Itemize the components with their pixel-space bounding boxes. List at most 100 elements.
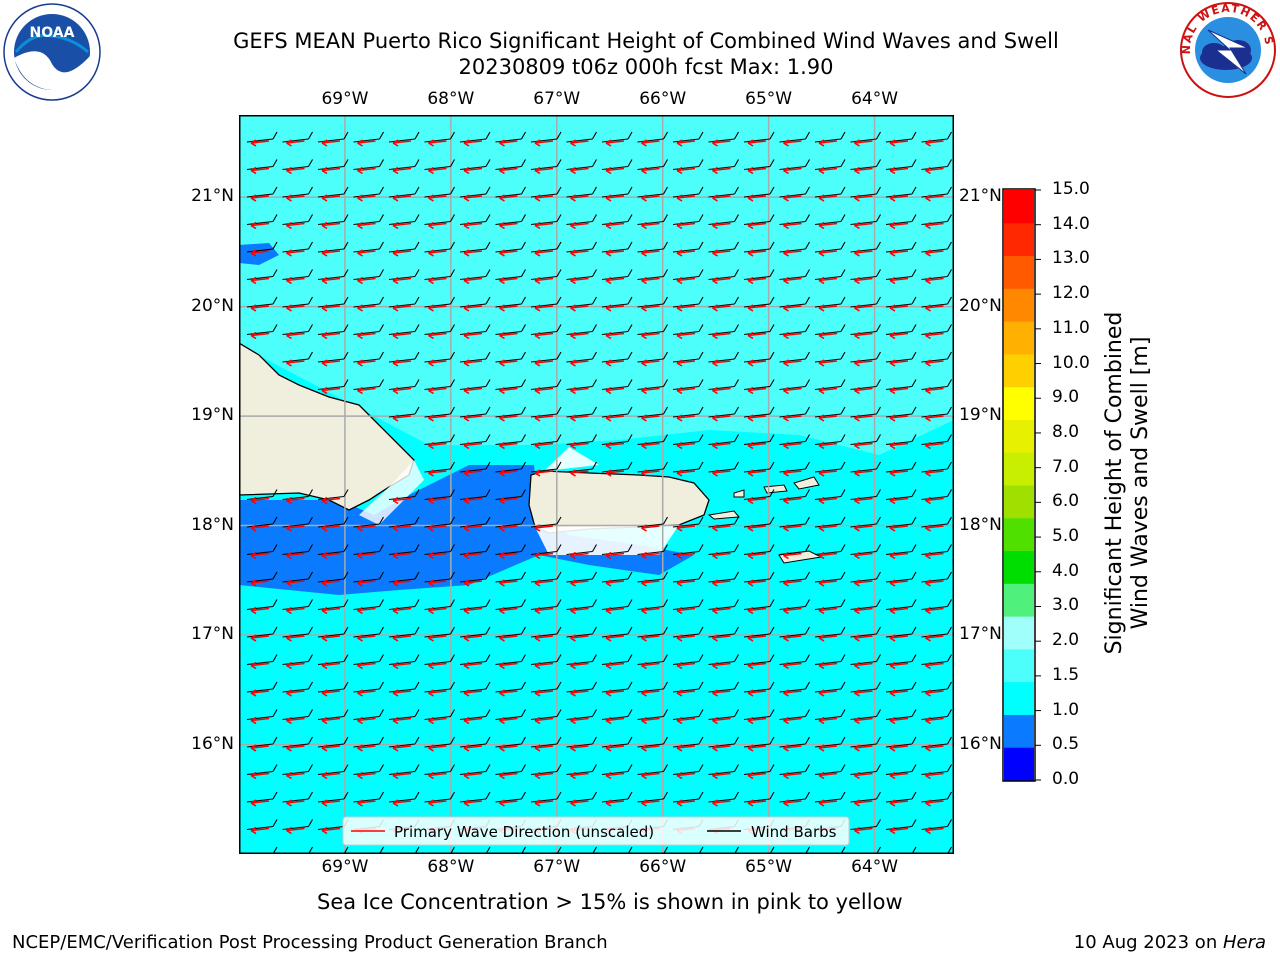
wave-height-band-0-5-1-0-west [239, 243, 279, 265]
wave-direction-arrow [605, 331, 625, 340]
wave-direction-arrow [676, 579, 696, 587]
wave-direction-arrow [747, 799, 767, 807]
wind-barb [672, 406, 704, 418]
wind-barb [353, 791, 384, 803]
wave-direction-arrow [818, 496, 838, 505]
wave-direction-arrow [605, 276, 625, 285]
wind-barb [495, 241, 526, 253]
wind-barb [921, 379, 952, 391]
wind-barb [601, 406, 633, 418]
wave-direction-arrow [286, 744, 305, 752]
wind-barb [566, 681, 597, 693]
wave-direction-arrow [428, 689, 447, 697]
wave-direction-arrow [818, 634, 838, 642]
wave-direction-arrow [712, 579, 731, 587]
wave-direction-arrow [499, 661, 518, 670]
wave-direction-arrow [641, 771, 660, 780]
wind-barb [779, 351, 810, 363]
wind-barb [708, 516, 739, 528]
lon-label-bottom: 66°W [639, 857, 687, 877]
wind-barb [424, 379, 455, 391]
wave-direction-arrow [747, 331, 767, 340]
wave-direction-arrow [428, 221, 447, 230]
wind-barb [388, 379, 420, 391]
wave-direction-arrow [428, 386, 447, 395]
colorbar-segment [1004, 255, 1034, 289]
wave-direction-arrow [286, 606, 305, 615]
wave-direction-arrow [428, 194, 447, 202]
wave-direction-arrow [747, 359, 767, 367]
wave-direction-arrow [676, 441, 696, 450]
wind-barb [814, 681, 846, 693]
colorbar-tick-label: 9.0 [1052, 387, 1080, 408]
noaa-logo-text: NOAA [30, 25, 75, 41]
wind-barb [708, 626, 739, 638]
wave-direction-arrow [534, 331, 554, 340]
wave-direction-arrow [712, 689, 731, 697]
wind-barb [317, 379, 349, 391]
wave-direction-arrow [428, 771, 447, 780]
wave-direction-arrow [392, 689, 412, 697]
wave-direction-arrow [570, 606, 589, 615]
wave-direction-arrow [889, 606, 909, 615]
wave-direction-arrow [570, 689, 589, 697]
wave-direction-arrow [925, 304, 944, 312]
wave-direction-arrow [605, 194, 625, 202]
wind-barb [779, 681, 810, 693]
wave-direction-arrow [286, 194, 305, 202]
wind-barb [921, 186, 952, 198]
wave-direction-arrow [676, 194, 696, 202]
wind-barb [814, 186, 846, 198]
wind-barb [850, 544, 881, 556]
wave-direction-arrow [570, 716, 589, 725]
wind-barb [566, 131, 597, 143]
wind-barb [282, 571, 313, 583]
wave-direction-arrow [889, 221, 909, 230]
wave-direction-arrow [818, 716, 838, 725]
wave-direction-arrow [925, 826, 944, 835]
wave-direction-arrow [818, 799, 838, 807]
wind-barb [779, 324, 810, 336]
wave-direction-arrow [357, 249, 376, 257]
wave-direction-arrow [286, 221, 305, 230]
wave-direction-arrow [357, 194, 376, 202]
wind-barb [708, 186, 739, 198]
wind-barb [921, 819, 952, 831]
wind-barb [814, 626, 846, 638]
wind-barb [921, 626, 952, 638]
wave-direction-arrow [428, 551, 447, 560]
wave-direction-arrow [889, 524, 909, 532]
wave-direction-arrow [286, 689, 305, 697]
wave-direction-arrow [676, 139, 696, 147]
wave-direction-arrow [428, 469, 447, 477]
wind-barb [637, 296, 668, 308]
wave-direction-arrow [570, 414, 589, 422]
wave-direction-arrow [712, 771, 731, 780]
wave-direction-arrow [925, 441, 944, 450]
wind-barb [317, 324, 349, 336]
wind-barb [850, 241, 881, 253]
wind-barb [459, 351, 491, 363]
wind-barb [459, 599, 491, 611]
wind-barb [921, 516, 952, 528]
wave-direction-arrow [286, 139, 305, 147]
wind-barb [246, 571, 278, 583]
wind-barb [743, 461, 775, 473]
wave-direction-arrow [321, 524, 341, 532]
wind-barb [601, 571, 633, 583]
wave-direction-arrow [925, 716, 944, 725]
wind-barb [530, 324, 562, 336]
wind-barb [353, 736, 384, 748]
wind-barb [495, 516, 526, 528]
wave-direction-arrow [818, 524, 838, 532]
wind-barb [566, 434, 597, 446]
wave-direction-arrow [286, 331, 305, 340]
wave-direction-arrow [392, 166, 412, 175]
wave-direction-arrow [783, 414, 802, 422]
wave-direction-arrow [854, 606, 873, 615]
wave-direction-arrow [641, 716, 660, 725]
wave-direction-arrow [499, 414, 518, 422]
wind-barb [743, 791, 775, 803]
wave-direction-arrow [250, 606, 270, 615]
wind-barb [672, 461, 704, 473]
